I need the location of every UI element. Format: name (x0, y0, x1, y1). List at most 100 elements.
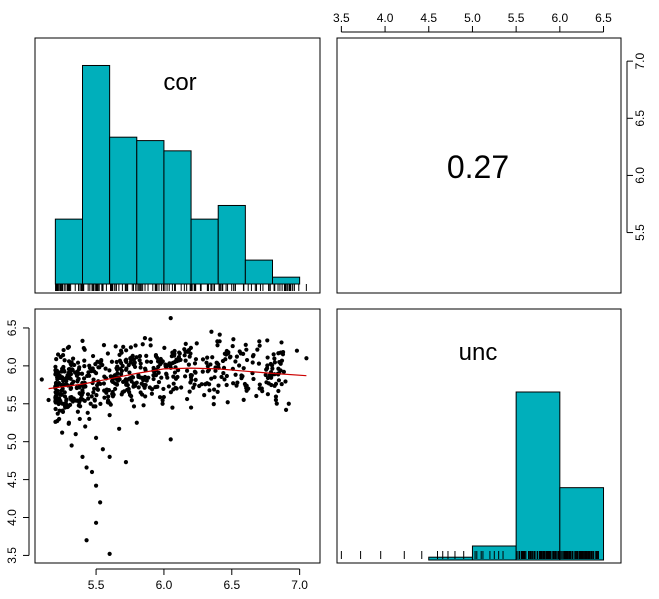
scatter-point (54, 369, 59, 374)
scatter-point (221, 370, 226, 376)
axis-tick-label: 5.5 (5, 395, 19, 412)
histogram-bar (515, 391, 561, 561)
scatter-point (162, 345, 167, 351)
scatter-point (193, 357, 199, 362)
scatter-point (140, 392, 145, 397)
scatter-point (182, 353, 187, 358)
scatter-point (66, 421, 71, 426)
scatter-point (95, 387, 101, 392)
scatter-point (110, 389, 115, 395)
scatter-point (188, 351, 193, 356)
scatter-point (143, 368, 148, 373)
scatter-point (155, 384, 160, 389)
scatter-point (105, 400, 110, 405)
scatter-point (53, 400, 58, 405)
scatter-point (55, 352, 61, 357)
scatter-point (80, 454, 85, 459)
scatter-point (242, 381, 248, 387)
scatter-point (62, 390, 67, 395)
scatter-point (89, 469, 95, 475)
scatter-point (230, 343, 235, 349)
scatter-point (100, 362, 105, 368)
scatter-point (205, 364, 210, 369)
scatter-point (161, 386, 166, 392)
scatter-point (76, 403, 81, 408)
panel-frame (34, 37, 321, 294)
histogram-bar (54, 218, 83, 285)
scatter-point (237, 349, 242, 354)
scatter-point (84, 538, 89, 543)
scatter-point (304, 356, 309, 361)
scatter-point (244, 357, 250, 363)
scatter-point (171, 381, 176, 386)
scatter-point (163, 362, 168, 367)
scatter-point (85, 410, 90, 415)
scatter-point (270, 366, 275, 371)
scatter-point (117, 426, 122, 431)
scatter-point (207, 388, 212, 393)
scatter-point (172, 370, 178, 375)
scatter-point (107, 454, 112, 459)
axis-tick-label: 5.0 (464, 11, 481, 25)
scatter-point (151, 376, 156, 382)
scatter-point (241, 366, 246, 371)
scatter-point (272, 356, 277, 361)
scatter-point (144, 359, 150, 364)
scatter-point (68, 372, 74, 377)
panel-frame (336, 37, 622, 294)
axis-tick-label: 3.5 (5, 547, 19, 564)
scatter-point (73, 432, 78, 437)
histogram-bar (82, 64, 111, 285)
rug-marks (55, 284, 307, 291)
scatter-point (123, 460, 129, 465)
scatter-point (222, 377, 227, 382)
axis-tick-label: 6.0 (156, 578, 173, 592)
scatter-point (103, 366, 108, 371)
scatter-point (240, 374, 245, 379)
scatter-point (188, 405, 194, 410)
histogram-bar (109, 136, 138, 285)
scatter-point (200, 357, 206, 362)
trend-line (48, 367, 307, 390)
scatter-point (273, 394, 279, 399)
axis-tick-label: 6.5 (595, 11, 612, 25)
histogram-bar (244, 259, 274, 285)
scatter-point (283, 379, 288, 384)
scatter-point (105, 351, 110, 356)
scatter-point (257, 343, 262, 348)
scatter-point (188, 345, 194, 350)
scatter-point (156, 370, 161, 375)
scatter-point (266, 381, 271, 386)
scatter-point (234, 354, 240, 359)
scatter-point (294, 348, 300, 353)
scatter-point (117, 358, 123, 363)
scatter-point (137, 358, 142, 363)
scatter-point (100, 447, 105, 452)
axis-tick-label: 7.0 (291, 578, 308, 592)
axis-tick-label: 6.5 (5, 319, 19, 336)
scatter-point (217, 332, 222, 337)
scatter-point (107, 551, 112, 557)
scatter-point (128, 345, 133, 350)
axis-tick-label: 3.5 (333, 11, 350, 25)
scatter-point (183, 341, 188, 346)
scatter-point (124, 380, 129, 385)
scatter-point (128, 357, 134, 362)
scatter-point (107, 413, 112, 418)
scatter-point (65, 345, 70, 350)
left-axis: 3.5 4.0 4.5 5.0 5.5 6.0 6.5 (5, 319, 30, 564)
scatter-point (215, 339, 220, 344)
scatter-point (77, 365, 82, 370)
scatter-points (39, 315, 309, 557)
scatter-point (254, 393, 259, 399)
scatter-point (231, 381, 236, 386)
scatter-point (148, 359, 154, 365)
scatter-point (173, 385, 178, 390)
scatter-point (129, 394, 134, 399)
scatter-point (204, 360, 209, 365)
scatter-point (233, 359, 238, 364)
scatter-point (211, 402, 216, 407)
scatter-point (88, 401, 93, 406)
scatter-point (80, 397, 85, 402)
scatter-point (273, 397, 279, 403)
